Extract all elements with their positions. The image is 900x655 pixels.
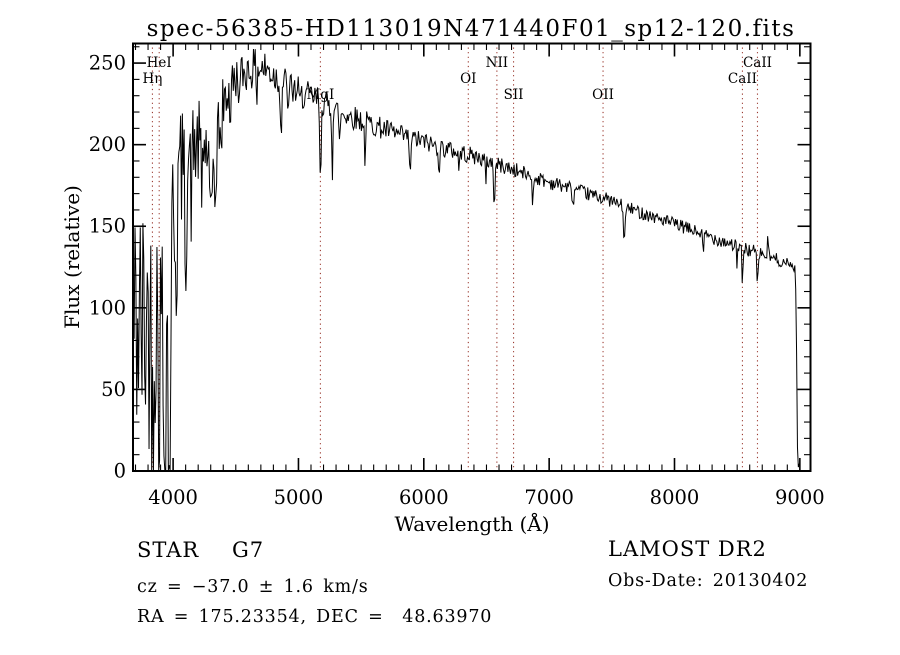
spectral-line-label: OI xyxy=(460,71,476,87)
obs-date: Obs-Date: 20130402 xyxy=(608,571,808,591)
spectral-line-label: HeI xyxy=(147,55,172,71)
spectral-line-label: MgI xyxy=(306,87,334,103)
object-subclass: G7 xyxy=(232,538,264,562)
survey-release: LAMOST DR2 xyxy=(608,537,767,561)
y-tick-label: 50 xyxy=(101,378,126,401)
plot-title: spec-56385-HD113019N471440F01_sp12-120.f… xyxy=(147,16,796,42)
x-tick-label: 6000 xyxy=(399,486,449,509)
y-tick-label: 250 xyxy=(89,52,126,75)
y-tick-label: 200 xyxy=(89,133,126,156)
spectrum-trace xyxy=(132,48,801,471)
spectral-line-label: Hη xyxy=(142,71,162,87)
y-tick-label: 0 xyxy=(114,460,126,483)
x-tick-label: 9000 xyxy=(775,486,825,509)
x-tick-label: 8000 xyxy=(650,486,700,509)
cz-value: cz = −37.0 ± 1.6 km/s xyxy=(137,577,369,597)
x-axis-title: Wavelength (Å) xyxy=(394,511,549,536)
y-tick-label: 150 xyxy=(89,215,126,238)
ra-dec-value: RA = 175.23354, DEC = 48.63970 xyxy=(137,607,492,627)
x-tick-label: 4000 xyxy=(148,486,198,509)
spectral-line-label: CaII xyxy=(743,55,772,71)
spectral-line-label: OII xyxy=(592,87,614,103)
y-tick-label: 100 xyxy=(89,296,126,319)
spectral-line-label: NII xyxy=(486,55,508,71)
object-class: STAR xyxy=(137,538,199,562)
x-tick-label: 5000 xyxy=(274,486,324,509)
plot-frame xyxy=(132,42,812,472)
spectral-line-label: SII xyxy=(504,87,524,103)
x-tick-label: 7000 xyxy=(524,486,574,509)
y-axis-title: Flux (relative) xyxy=(60,185,84,329)
spectral-line-label: CaII xyxy=(728,71,757,87)
